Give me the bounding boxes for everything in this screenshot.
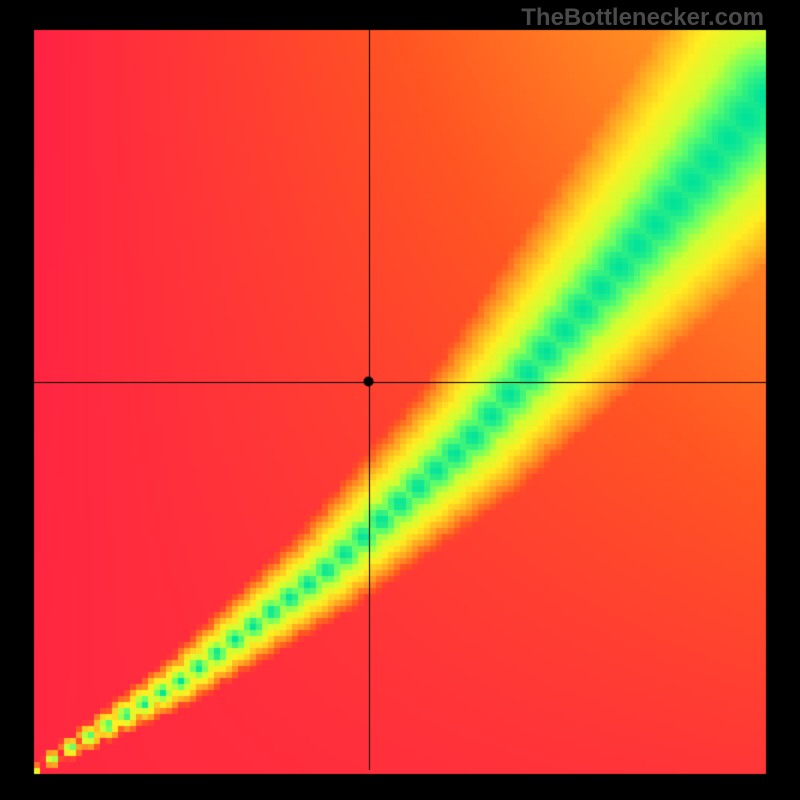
- chart-container: TheBottlenecker.com: [0, 0, 800, 800]
- bottleneck-heatmap: [0, 0, 800, 800]
- watermark-text: TheBottlenecker.com: [521, 4, 764, 32]
